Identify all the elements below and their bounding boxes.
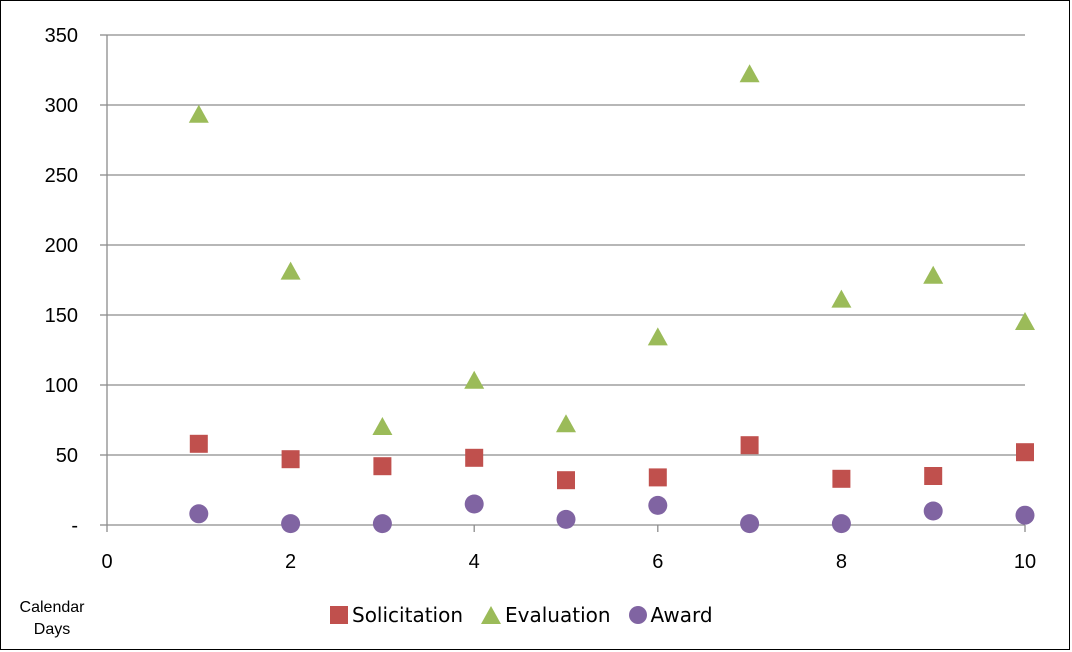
y-tick-label: 250: [45, 165, 78, 187]
legend-item-evaluation: Evaluation: [481, 603, 611, 627]
point-evaluation: [280, 261, 301, 280]
point-award: [189, 504, 209, 524]
x-tick-label: 6: [652, 551, 663, 573]
y-tick-label: 200: [45, 235, 78, 257]
point-award: [372, 514, 392, 534]
point-solicitation: [1016, 443, 1034, 462]
point-award: [464, 494, 484, 514]
point-solicitation: [465, 448, 484, 467]
y-axis-label: Calendar Days: [19, 599, 85, 638]
point-evaluation: [464, 370, 485, 389]
point-solicitation: [740, 436, 759, 455]
point-award: [281, 514, 301, 534]
x-tick-label: 4: [469, 551, 480, 573]
point-award: [1015, 505, 1035, 525]
x-tick-label: 10: [1014, 551, 1036, 573]
point-evaluation: [647, 327, 668, 346]
point-evaluation: [831, 289, 852, 308]
point-solicitation: [557, 471, 575, 490]
legend-label-evaluation: Evaluation: [505, 603, 611, 627]
y-tick-label: 50: [56, 445, 78, 467]
point-evaluation: [556, 414, 576, 433]
point-solicitation: [648, 468, 667, 487]
legend-label-solicitation: Solicitation: [352, 603, 464, 627]
point-evaluation: [188, 104, 209, 123]
legend-circle-icon: [628, 606, 647, 624]
y-tick-label: -: [71, 515, 78, 537]
y-tick-label: 100: [45, 375, 78, 397]
point-award: [556, 509, 576, 529]
point-award: [831, 514, 851, 534]
point-solicitation: [373, 457, 392, 476]
point-evaluation: [372, 417, 393, 435]
x-tick-label: 2: [285, 551, 296, 573]
x-tick-label: 0: [101, 551, 112, 573]
point-award: [740, 514, 760, 534]
legend-item-award: Award: [628, 603, 713, 627]
legend-triangle-icon: [481, 606, 502, 624]
y-tick-label: 150: [45, 305, 78, 327]
point-award: [648, 495, 668, 515]
legend-square-icon: [330, 606, 348, 624]
legend: Solicitation Evaluation Award: [330, 602, 713, 628]
point-award: [923, 501, 943, 521]
y-tick-label: 350: [45, 25, 78, 47]
point-evaluation: [1015, 312, 1035, 330]
point-solicitation: [281, 450, 300, 469]
point-evaluation: [923, 265, 944, 284]
point-solicitation: [924, 467, 943, 485]
point-evaluation: [739, 64, 760, 83]
y-tick-label: 300: [45, 95, 78, 117]
legend-item-solicitation: Solicitation: [330, 603, 463, 627]
point-solicitation: [832, 469, 851, 488]
legend-label-award: Award: [650, 603, 713, 627]
point-solicitation: [189, 434, 208, 453]
x-tick-label: 8: [836, 551, 847, 573]
